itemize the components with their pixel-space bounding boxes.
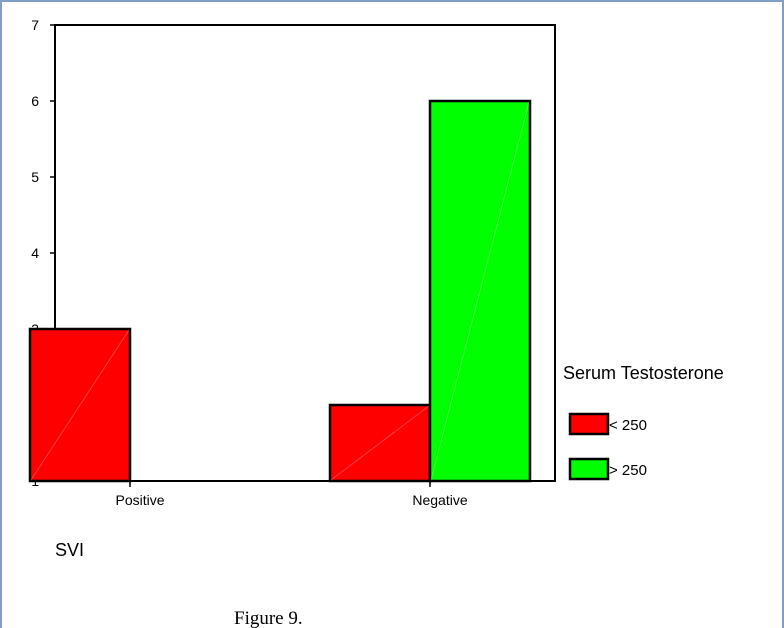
x-axis-label: SVI (55, 540, 84, 560)
y-tick-label: 7 (31, 17, 39, 33)
legend-label-2: > 250 (609, 462, 647, 479)
bar-negative-series-2 (428, 99, 532, 483)
y-tick-label: 5 (31, 169, 39, 185)
y-tick-label: 4 (31, 245, 39, 261)
x-tick-label-negative: Negative (412, 492, 467, 508)
legend-swatch-2 (568, 457, 610, 481)
legend-label-1: < 250 (609, 417, 647, 434)
legend-title: Serum Testosterone (563, 363, 724, 383)
figure-caption: Figure 9. (234, 608, 303, 628)
x-tick-label-positive: Positive (115, 492, 164, 508)
bar-positive-series-1 (28, 327, 132, 483)
y-tick-label: 6 (31, 93, 39, 109)
bar-shading-line (30, 329, 130, 481)
bar-shading-line (430, 101, 530, 481)
legend-swatch-1 (568, 412, 610, 436)
bar-negative-series-1 (328, 403, 432, 483)
bar-shading-line (330, 405, 430, 481)
